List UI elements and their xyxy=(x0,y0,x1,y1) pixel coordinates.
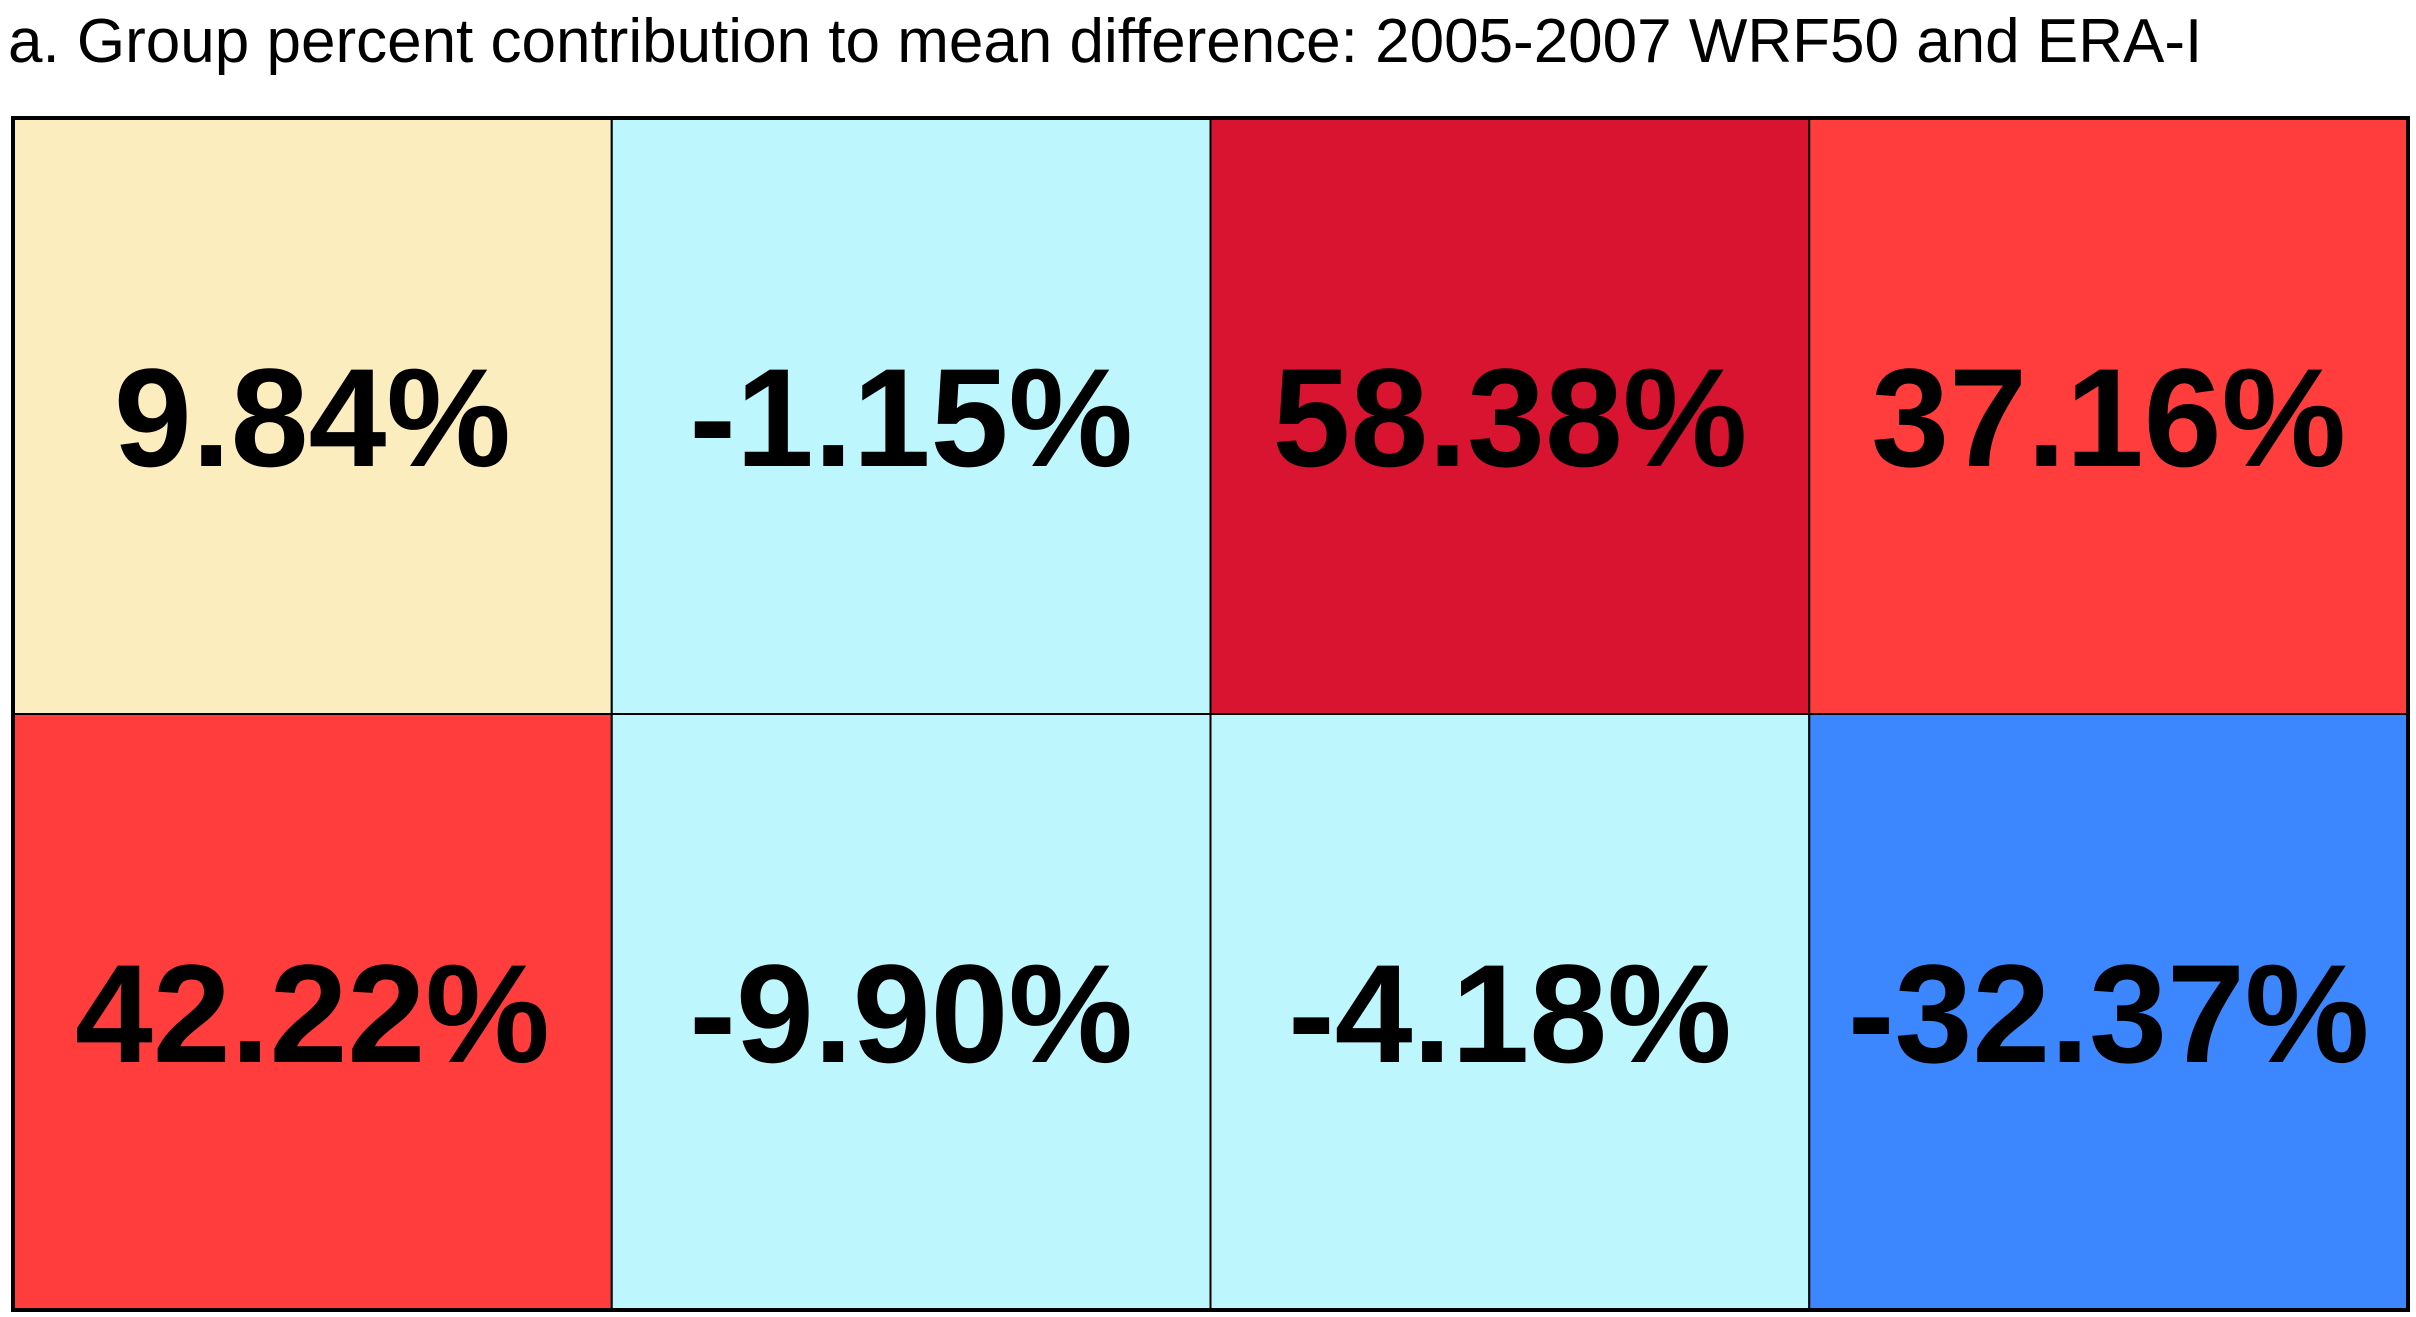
heatmap-cell-r2-c2 xyxy=(610,713,1212,1311)
cell-value-label: -9.90% xyxy=(689,935,1133,1092)
cell-value-label: -1.15% xyxy=(689,339,1133,496)
heatmap-cell-r2-c4 xyxy=(1808,713,2409,1311)
cell-value-label: -4.18% xyxy=(1288,935,1732,1092)
cell-value-label: -32.37% xyxy=(1848,935,2369,1092)
chart-title: a. Group percent contribution to mean di… xyxy=(8,7,2203,76)
heatmap-frame xyxy=(11,116,2410,1312)
cell-value-label: 58.38% xyxy=(1272,339,1747,496)
cell-value-label: 9.84% xyxy=(114,339,511,496)
heatmap-cell-r2-c3 xyxy=(1209,713,1811,1311)
heatmap-cell-r1-c1 xyxy=(12,117,613,715)
cell-value-label: 42.22% xyxy=(75,935,550,1092)
cell-value-label: 37.16% xyxy=(1871,339,2346,496)
heatmap-cell-r1-c3 xyxy=(1209,117,1811,715)
heatmap-cell-r1-c4 xyxy=(1808,117,2409,715)
